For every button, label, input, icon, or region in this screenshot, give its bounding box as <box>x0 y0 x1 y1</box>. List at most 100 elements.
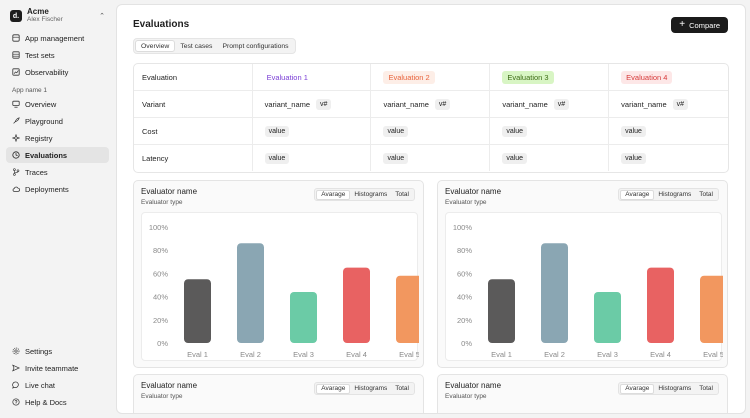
x-tick-label: Eval 2 <box>544 350 565 359</box>
cost-value: value <box>383 125 409 137</box>
compare-button-label: Compare <box>689 20 720 30</box>
bar-5[interactable] <box>396 275 419 343</box>
sidebar-item-test-sets[interactable]: Test sets <box>6 47 109 63</box>
evaluation-4-badge[interactable]: Evaluation 4 <box>621 70 673 84</box>
evaluator-card: Evaluator name Evaluator type Avarage Hi… <box>437 180 728 368</box>
bar-4[interactable] <box>343 267 370 343</box>
plus-icon: + <box>679 19 686 30</box>
version-chip: v# <box>434 98 451 110</box>
evaluator-card: Evaluator name Evaluator type Avarage Hi… <box>133 374 424 413</box>
view-toggle: Avarage Histograms Total <box>314 188 415 201</box>
toggle-total[interactable]: Total <box>699 385 713 392</box>
y-tick-label: 100% <box>149 223 169 232</box>
toggle-histograms[interactable]: Histograms <box>354 385 388 392</box>
sidebar: d. Acme Alex Fischer ⌃ App management Te… <box>0 0 115 418</box>
toggle-histograms[interactable]: Histograms <box>354 191 388 198</box>
sidebar-item-label: Traces <box>25 167 48 177</box>
toggle-histograms[interactable]: Histograms <box>658 191 692 198</box>
toggle-average[interactable]: Avarage <box>620 383 655 394</box>
page-title: Evaluations <box>133 19 190 30</box>
sidebar-item-label: Help & Docs <box>25 397 67 407</box>
latency-value: value <box>264 152 290 164</box>
evaluator-name: Evaluator name <box>445 187 502 196</box>
y-tick-label: 100% <box>453 223 473 232</box>
sidebar-item-help-docs[interactable]: Help & Docs <box>6 394 109 410</box>
x-tick-label: Eval 4 <box>650 350 671 359</box>
bar-1[interactable] <box>184 279 211 343</box>
view-toggle: Avarage Histograms Total <box>618 382 719 395</box>
sidebar-item-invite-teammate[interactable]: Invite teammate <box>6 360 109 376</box>
toggle-total[interactable]: Total <box>395 385 409 392</box>
sidebar-item-live-chat[interactable]: Live chat <box>6 377 109 393</box>
cloud-icon <box>12 186 20 192</box>
org-logo: d. <box>10 10 22 22</box>
sidebar-item-evaluations[interactable]: Evaluations <box>6 147 109 163</box>
monitor-icon <box>12 100 20 108</box>
table-row-latency: Latency value value value value <box>134 145 728 171</box>
sidebar-item-label: Invite teammate <box>25 363 79 373</box>
bar-2[interactable] <box>237 243 264 343</box>
y-tick-label: 80% <box>153 246 168 255</box>
row-label: Cost <box>134 118 253 144</box>
bar-5[interactable] <box>700 275 723 343</box>
sidebar-item-label: Live chat <box>25 380 56 390</box>
evaluator-card: Evaluator name Evaluator type Avarage Hi… <box>133 180 424 368</box>
bar-1[interactable] <box>488 279 515 343</box>
org-switcher[interactable]: d. Acme Alex Fischer ⌃ <box>6 6 109 30</box>
sidebar-item-playground[interactable]: Playground <box>6 113 109 129</box>
sidebar-item-overview[interactable]: Overview <box>6 96 109 112</box>
evaluation-3-badge[interactable]: Evaluation 3 <box>502 70 554 84</box>
sidebar-item-observability[interactable]: Observability <box>6 64 109 80</box>
evaluator-name: Evaluator name <box>445 381 502 390</box>
toggle-average[interactable]: Avarage <box>316 383 351 394</box>
tab-bar: Overview Test cases Prompt configuration… <box>133 38 296 54</box>
branch-icon <box>13 168 20 176</box>
toggle-average[interactable]: Avarage <box>316 189 351 200</box>
row-label: Variant <box>134 91 253 117</box>
sidebar-item-label: App management <box>25 33 85 43</box>
sidebar-item-deployments[interactable]: Deployments <box>6 181 109 197</box>
sidebar-item-registry[interactable]: Registry <box>6 130 109 146</box>
x-tick-label: Eval 1 <box>491 350 512 359</box>
y-tick-label: 40% <box>153 293 168 302</box>
latency-value: value <box>383 152 409 164</box>
evaluator-name: Evaluator name <box>141 187 198 196</box>
send-icon <box>12 364 20 372</box>
app-section-label: App name 1 <box>12 87 48 94</box>
bar-4[interactable] <box>647 267 674 343</box>
toggle-histograms[interactable]: Histograms <box>658 385 692 392</box>
evaluation-1-badge[interactable]: Evaluation 1 <box>264 70 310 84</box>
version-chip: v# <box>553 98 570 110</box>
table-row-variant: Variant variant_name v# variant_name v# va… <box>134 91 728 118</box>
cost-value: value <box>621 125 646 137</box>
tab-test-cases[interactable]: Test cases <box>180 42 213 50</box>
toggle-total[interactable]: Total <box>395 191 409 198</box>
bar-3[interactable] <box>594 291 621 343</box>
org-user: Alex Fischer <box>27 16 63 23</box>
evaluator-name: Evaluator name <box>141 381 198 390</box>
y-tick-label: 40% <box>457 293 472 302</box>
toggle-average[interactable]: Avarage <box>620 189 655 200</box>
row-label: Latency <box>134 145 253 171</box>
bar-chart: 0% 20% 40% 60% 80% 100% Eval 1 Eval 2 Eval 3 Eval… <box>453 223 723 359</box>
evaluator-type: Evaluator type <box>141 199 183 206</box>
bar-3[interactable] <box>290 291 317 343</box>
variant-name: variant_name <box>264 99 311 109</box>
sidebar-item-settings[interactable]: Settings <box>6 343 109 359</box>
main-panel: Evaluations + Compare Overview Test case… <box>116 4 746 414</box>
sidebar-item-label: Deployments <box>25 184 69 194</box>
tab-prompt-configurations[interactable]: Prompt configurations <box>222 42 289 50</box>
y-tick-label: 80% <box>457 246 472 255</box>
sidebar-item-traces[interactable]: Traces <box>6 164 109 180</box>
chevron-updown-icon[interactable]: ⌃ <box>99 13 105 20</box>
variant-name: variant_name <box>383 99 429 109</box>
tab-overview[interactable]: Overview <box>135 40 176 52</box>
sidebar-item-app-management[interactable]: App management <box>6 30 109 46</box>
toggle-total[interactable]: Total <box>699 191 713 198</box>
chart-icon <box>12 68 20 76</box>
chart-area: 0% 20% 40% 60% 80% 100% Eval 1 Eval 2 Eval 3 Eval… <box>141 212 419 361</box>
evaluation-2-badge[interactable]: Evaluation 2 <box>383 70 435 84</box>
compare-button[interactable]: + Compare <box>671 17 728 33</box>
row-label: Evaluation <box>134 64 253 90</box>
bar-2[interactable] <box>541 243 568 343</box>
